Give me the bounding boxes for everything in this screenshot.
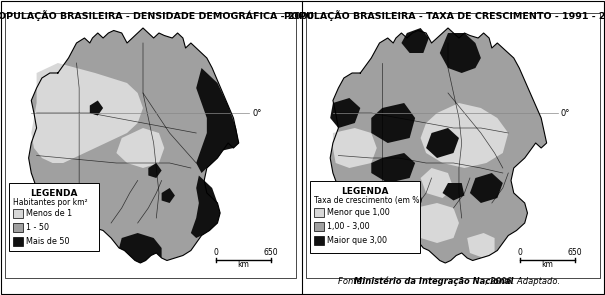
Bar xyxy=(310,181,420,253)
Bar xyxy=(306,13,600,278)
Polygon shape xyxy=(31,63,143,163)
Text: 0: 0 xyxy=(214,248,218,257)
Polygon shape xyxy=(162,188,175,203)
Bar xyxy=(13,223,23,232)
Text: POPULAÇÃO BRASILEIRA - TAXA DE CRESCIMENTO - 1991 - 2000: POPULAÇÃO BRASILEIRA - TAXA DE CRESCIMEN… xyxy=(284,10,605,21)
Text: 1 - 50: 1 - 50 xyxy=(26,223,49,232)
Bar xyxy=(13,237,23,246)
Text: Maior que 3,00: Maior que 3,00 xyxy=(327,236,387,245)
Polygon shape xyxy=(148,163,162,178)
Text: 1,00 - 3,00: 1,00 - 3,00 xyxy=(327,222,370,231)
Text: 0°: 0° xyxy=(561,109,570,117)
Text: Menor que 1,00: Menor que 1,00 xyxy=(327,208,390,217)
Text: Ministério da Integração Nacional: Ministério da Integração Nacional xyxy=(354,276,514,286)
Polygon shape xyxy=(371,153,415,183)
Polygon shape xyxy=(420,103,508,168)
Polygon shape xyxy=(410,203,459,243)
Polygon shape xyxy=(333,128,377,168)
Bar xyxy=(314,222,324,231)
Bar xyxy=(9,183,99,251)
Bar xyxy=(5,13,296,278)
Text: Mais de 50: Mais de 50 xyxy=(26,237,70,246)
Polygon shape xyxy=(470,173,503,203)
Text: 650: 650 xyxy=(567,248,582,257)
Bar xyxy=(314,236,324,245)
Polygon shape xyxy=(420,168,454,198)
Bar xyxy=(13,209,23,218)
Text: Menos de 1: Menos de 1 xyxy=(26,209,72,218)
Text: , 2006. Adaptado.: , 2006. Adaptado. xyxy=(485,277,560,286)
Polygon shape xyxy=(402,28,429,53)
Text: LEGENDA: LEGENDA xyxy=(30,189,78,198)
Text: Fonte:: Fonte: xyxy=(338,277,367,286)
Polygon shape xyxy=(90,101,103,116)
Polygon shape xyxy=(28,28,239,263)
Polygon shape xyxy=(116,128,165,168)
Polygon shape xyxy=(426,128,459,158)
Polygon shape xyxy=(440,33,481,73)
Polygon shape xyxy=(196,68,239,173)
Text: 650: 650 xyxy=(264,248,278,257)
Bar xyxy=(314,208,324,217)
Text: POPULAÇÃO BRASILEIRA - DENSIDADE DEMOGRÁFICA - 2000: POPULAÇÃO BRASILEIRA - DENSIDADE DEMOGRÁ… xyxy=(0,10,313,21)
Text: Habitantes por km²: Habitantes por km² xyxy=(13,198,88,207)
Text: Taxa de crescimento (em %): Taxa de crescimento (em %) xyxy=(314,196,422,205)
Text: 0°: 0° xyxy=(252,109,262,117)
Polygon shape xyxy=(191,176,220,238)
Polygon shape xyxy=(371,103,415,143)
Text: 0: 0 xyxy=(517,248,523,257)
Polygon shape xyxy=(330,98,361,128)
Text: km: km xyxy=(541,260,553,269)
Text: LEGENDA: LEGENDA xyxy=(341,187,389,196)
Polygon shape xyxy=(442,183,465,201)
Text: km: km xyxy=(237,260,249,269)
Polygon shape xyxy=(119,233,162,263)
Polygon shape xyxy=(467,233,494,258)
Polygon shape xyxy=(330,28,547,263)
